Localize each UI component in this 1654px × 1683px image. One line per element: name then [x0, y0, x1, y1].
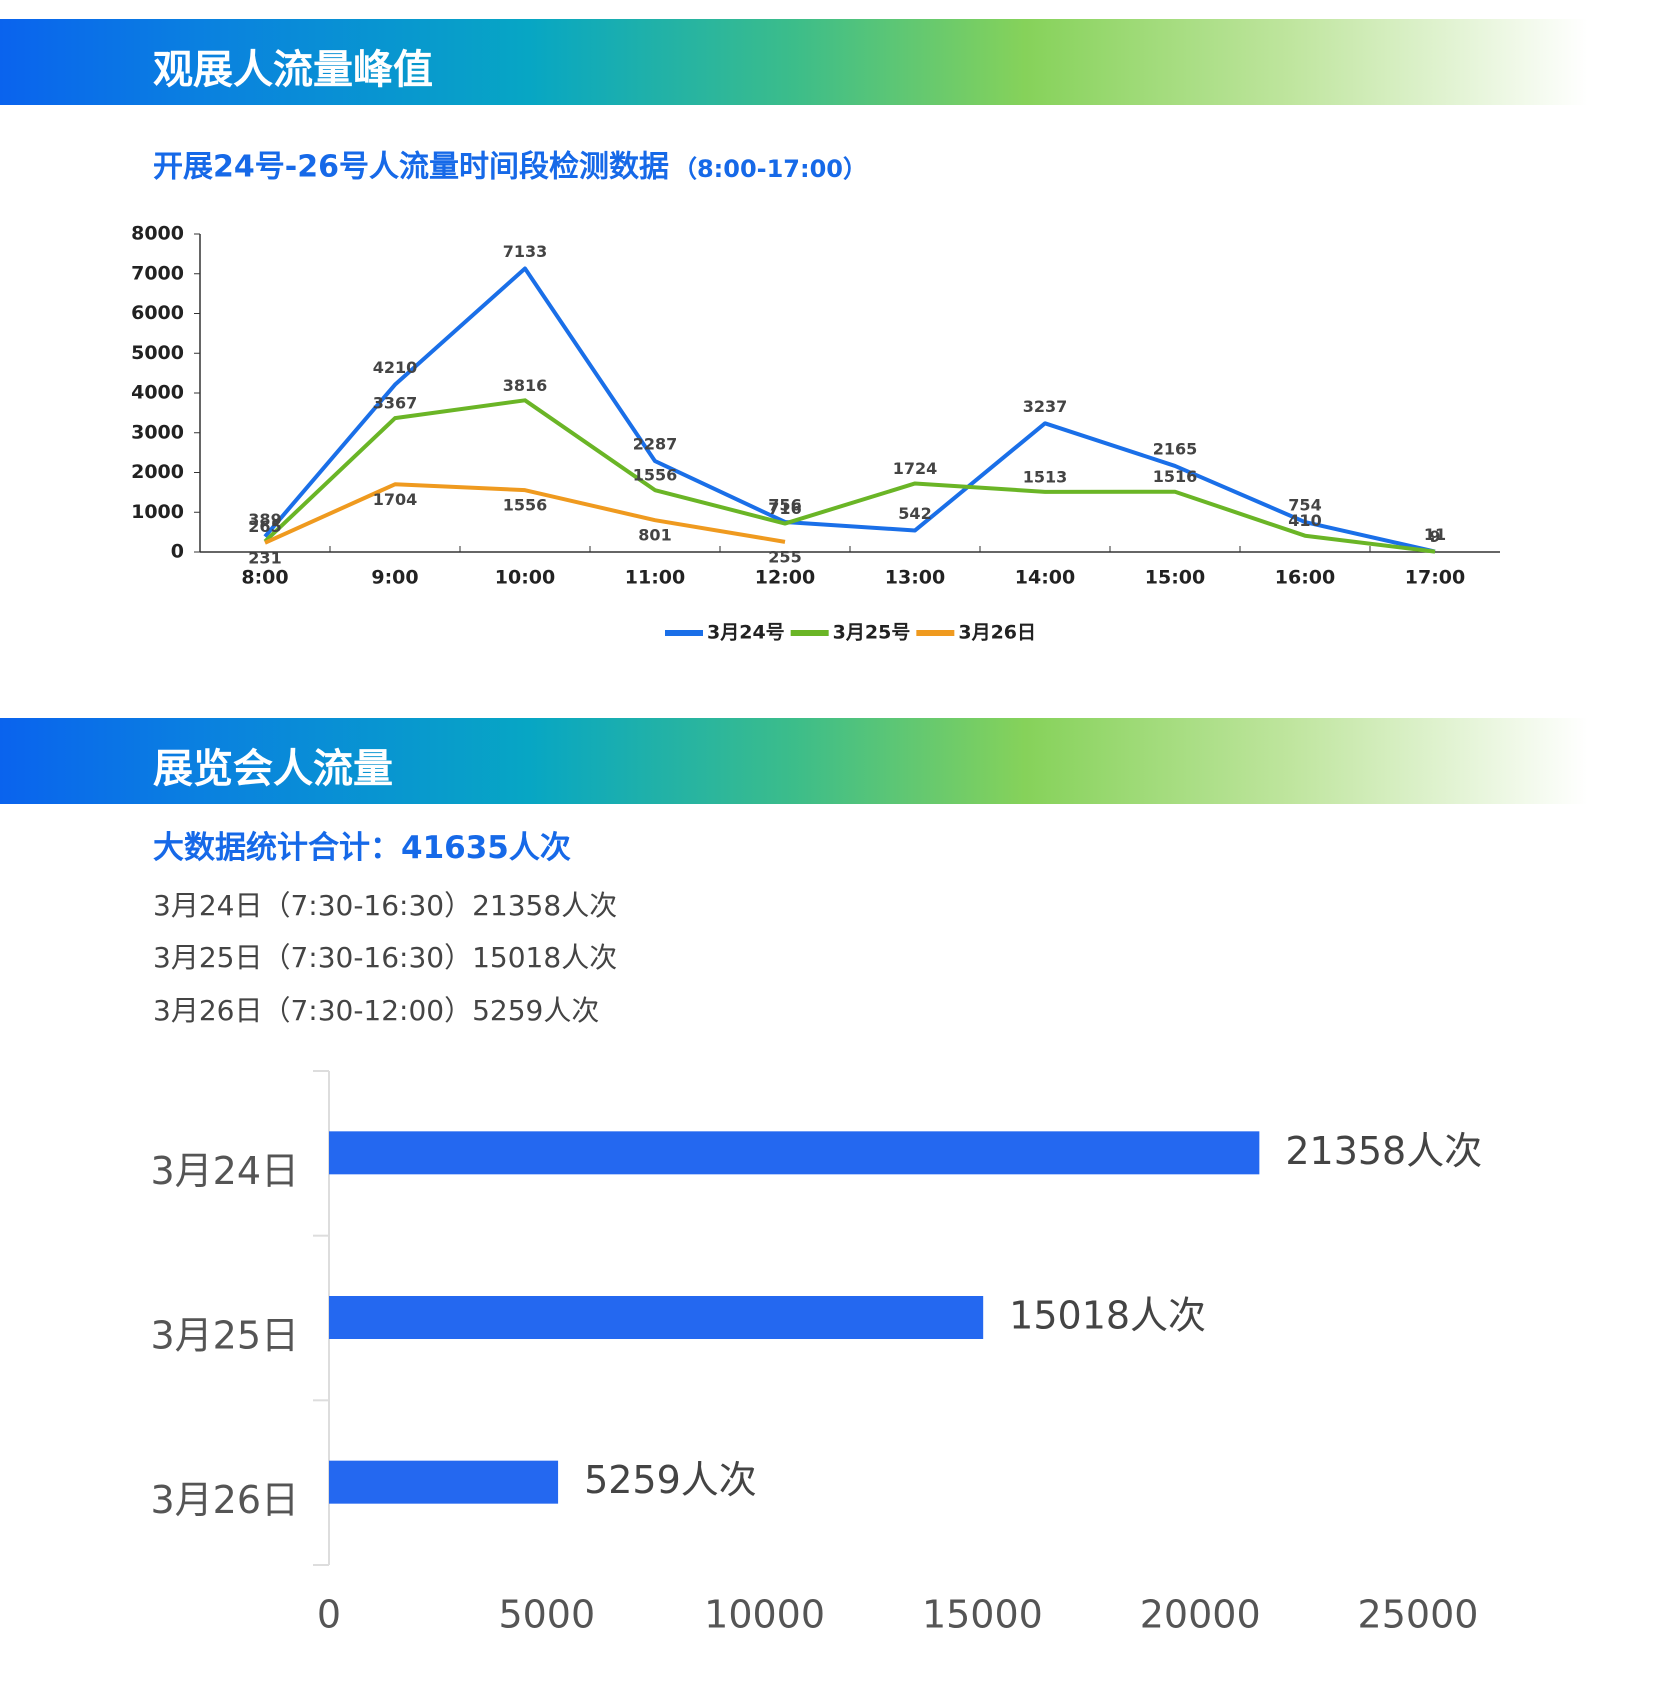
data-label: 7133	[503, 242, 548, 261]
bar	[329, 1460, 559, 1504]
summary-line: 3月24日（7:30-16:30）21358人次	[153, 889, 618, 922]
bar	[329, 1131, 1260, 1175]
x-tick-label: 14:00	[1015, 567, 1075, 589]
data-label: 716	[768, 499, 801, 518]
x-tick-label: 25000	[1358, 1593, 1479, 1637]
data-label: 5259人次	[584, 1458, 757, 1502]
data-label: 410	[1288, 511, 1321, 530]
section-band: 展览会人流量	[0, 718, 1654, 804]
data-label: 1516	[1153, 467, 1198, 486]
section-band: 观展人流量峰值	[0, 19, 1654, 105]
data-label: 4210	[373, 358, 418, 377]
y-tick-label: 0	[171, 541, 184, 563]
y-tick-label: 3月25日	[150, 1314, 299, 1358]
data-label: 1513	[1023, 467, 1068, 486]
section-title: 观展人流量峰值	[153, 47, 433, 93]
data-label: 11	[1424, 525, 1446, 544]
data-label: 9	[1429, 527, 1440, 546]
data-label: 15018人次	[1009, 1294, 1206, 1338]
data-label: 1556	[633, 466, 678, 485]
x-tick-label: 15000	[922, 1593, 1043, 1637]
x-tick-label: 13:00	[885, 567, 945, 589]
x-tick-label: 8:00	[241, 567, 288, 589]
data-label: 801	[638, 526, 671, 545]
data-label: 255	[768, 547, 801, 566]
x-tick-label: 11:00	[625, 567, 685, 589]
summary-line: 3月26日（7:30-12:00）5259人次	[153, 994, 600, 1027]
bar	[329, 1296, 984, 1339]
data-label: 1556	[503, 496, 548, 515]
summary-total: 大数据统计合计：41635人次	[153, 830, 571, 866]
y-tick-label: 3月26日	[150, 1478, 299, 1522]
y-tick-label: 6000	[131, 302, 184, 324]
y-tick-label: 7000	[131, 262, 184, 284]
series-line	[263, 398, 1436, 554]
y-tick-label: 3月24日	[150, 1149, 299, 1193]
data-label: 3367	[373, 394, 418, 413]
x-tick-label: 12:00	[755, 567, 815, 589]
series-line	[264, 482, 786, 545]
data-label: 231	[248, 548, 281, 567]
x-tick-label: 16:00	[1275, 567, 1335, 589]
y-tick-label: 8000	[131, 223, 184, 245]
data-label: 2287	[633, 435, 678, 454]
chart-title: 开展24号-26号人流量时间段检测数据	[153, 150, 669, 185]
data-label: 2165	[1153, 439, 1198, 458]
data-label: 754	[1288, 496, 1321, 515]
y-tick-label: 5000	[131, 342, 184, 364]
data-label: 756	[768, 495, 801, 514]
data-label: 21358人次	[1285, 1129, 1482, 1173]
x-tick-label: 10:00	[495, 567, 555, 589]
series-line	[263, 266, 1436, 554]
data-label: 3816	[503, 376, 548, 395]
legend-label: 3月24号	[707, 622, 785, 644]
data-label: 1724	[893, 459, 938, 478]
x-tick-label: 17:00	[1405, 567, 1465, 589]
legend-label: 3月25号	[833, 622, 911, 644]
data-label: 1704	[373, 490, 418, 509]
x-tick-label: 10000	[704, 1593, 825, 1637]
data-label: 3237	[1023, 397, 1068, 416]
legend-label: 3月26日	[958, 622, 1036, 644]
summary-line: 3月25日（7:30-16:30）15018人次	[153, 941, 618, 974]
data-label: 265	[248, 517, 281, 536]
y-tick-label: 1000	[131, 501, 184, 523]
data-label: 542	[898, 504, 931, 523]
chart-subtitle: （8:00-17:00）	[673, 155, 867, 183]
y-tick-label: 2000	[131, 461, 184, 483]
x-tick-label: 5000	[498, 1593, 595, 1637]
x-tick-label: 0	[317, 1593, 341, 1637]
x-tick-label: 20000	[1140, 1593, 1261, 1637]
data-label: 389	[248, 510, 281, 529]
y-tick-label: 4000	[131, 382, 184, 404]
x-tick-label: 15:00	[1145, 567, 1205, 589]
section-title: 展览会人流量	[153, 746, 393, 792]
x-tick-label: 9:00	[371, 567, 418, 589]
y-tick-label: 3000	[131, 421, 184, 443]
